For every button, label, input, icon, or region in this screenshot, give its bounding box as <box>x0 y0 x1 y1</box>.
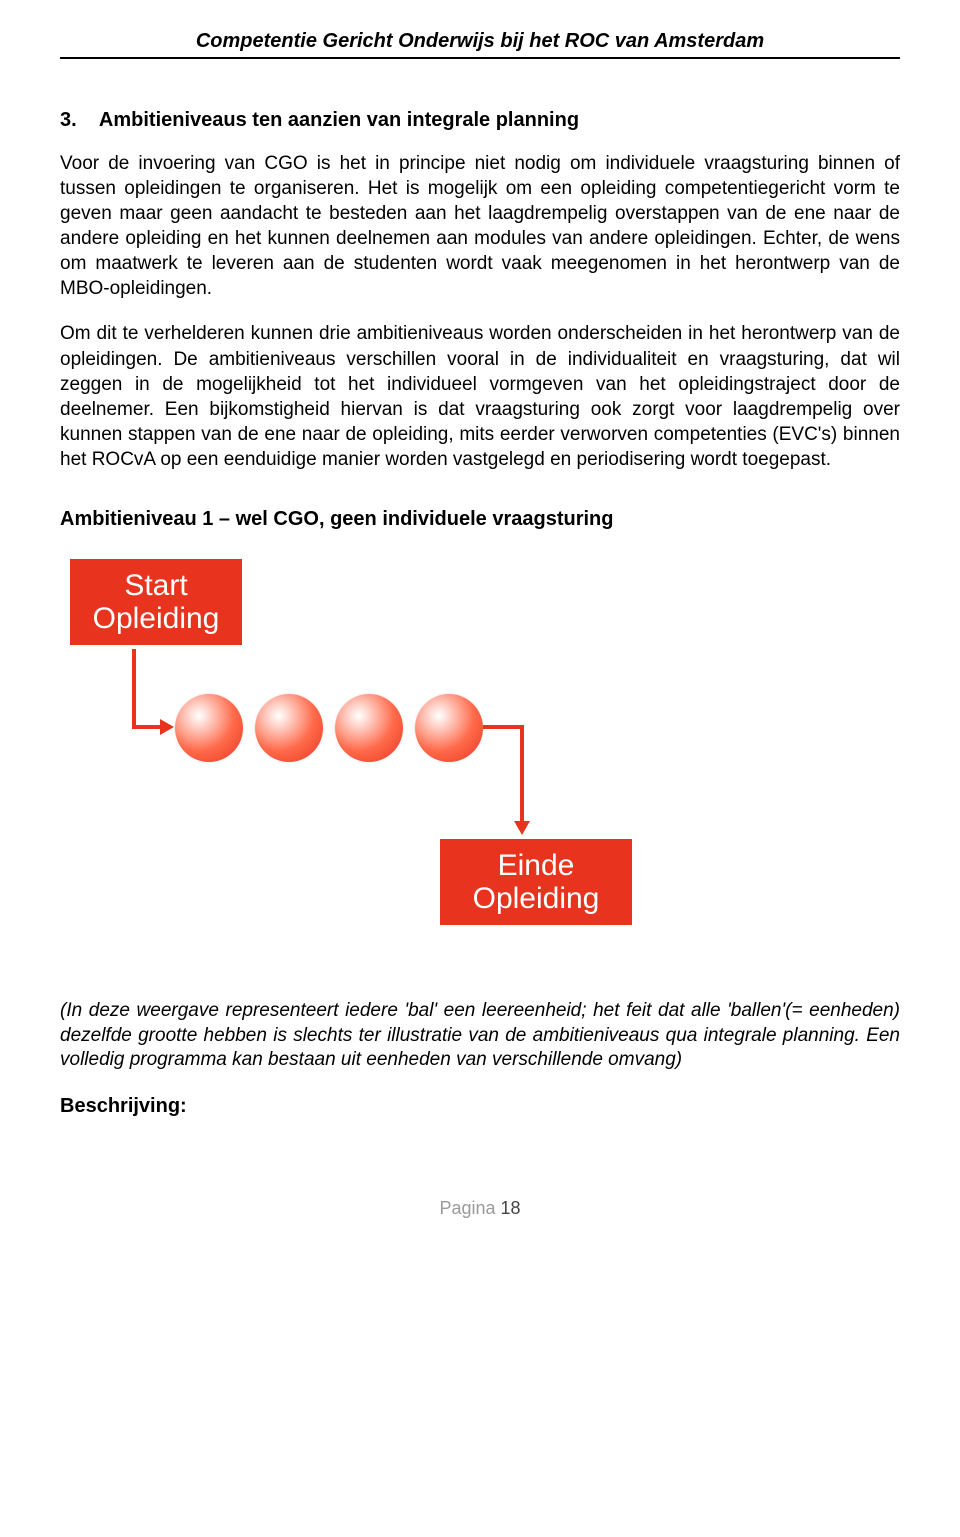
connector-end-down <box>520 725 524 823</box>
footer-page-label: Pagina <box>439 1198 495 1218</box>
ball-3 <box>335 694 403 762</box>
ambitieniveau-subheading: Ambitieniveau 1 – wel CGO, geen individu… <box>60 508 900 531</box>
ball-row <box>175 694 483 762</box>
end-label-line1: Einde <box>498 849 575 882</box>
connector-end-right <box>483 725 523 729</box>
ball-1 <box>175 694 243 762</box>
connector-start-down <box>132 649 136 727</box>
end-box: Einde Opleiding <box>440 839 632 925</box>
beschrijving-label: Beschrijving: <box>60 1095 900 1118</box>
page-footer: Pagina 18 <box>60 1198 900 1219</box>
section-heading-text: Ambitieniveaus ten aanzien van integrale… <box>99 109 579 131</box>
start-label-line1: Start <box>124 569 187 602</box>
footer-page-number: 18 <box>501 1198 521 1218</box>
diagram-caption: (In deze weergave representeert iedere '… <box>60 999 900 1073</box>
paragraph-1: Voor de invoering van CGO is het in prin… <box>60 151 900 301</box>
section-number: 3. <box>60 109 77 131</box>
ball-4 <box>415 694 483 762</box>
page-header-title: Competentie Gericht Onderwijs bij het RO… <box>60 30 900 57</box>
start-box: Start Opleiding <box>70 559 242 645</box>
arrow-into-end <box>514 821 530 835</box>
connector-start-right <box>132 725 162 729</box>
end-label-line2: Opleiding <box>473 882 600 915</box>
paragraph-2: Om dit te verhelderen kunnen drie ambiti… <box>60 321 900 471</box>
arrow-into-ball1 <box>160 719 174 735</box>
start-label-line2: Opleiding <box>93 602 220 635</box>
ball-2 <box>255 694 323 762</box>
section-heading: 3. Ambitieniveaus ten aanzien van integr… <box>60 109 900 132</box>
header-rule <box>60 57 900 59</box>
flowchart-diagram: Start Opleiding Einde Opleiding <box>70 559 690 959</box>
